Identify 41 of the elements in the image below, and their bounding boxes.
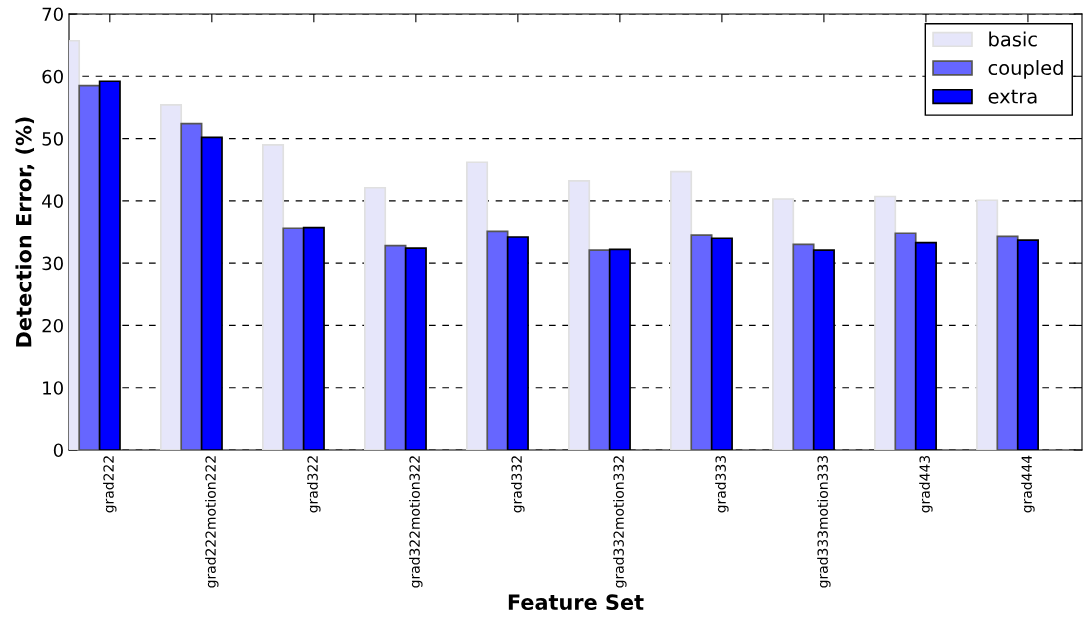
y-tick-label: 30 <box>42 256 63 271</box>
bar <box>180 122 203 450</box>
y-tick-label: 20 <box>42 318 63 333</box>
y-tick-label: 50 <box>42 132 63 146</box>
x-tick-label: grad333 <box>715 455 729 513</box>
y-tick-label: 10 <box>43 381 63 395</box>
y-tick-label: 60 <box>42 69 63 84</box>
bar <box>588 249 611 450</box>
y-tick-label: 0 <box>53 443 63 458</box>
bar <box>772 198 795 450</box>
y-tick-label: 40 <box>42 194 63 208</box>
bar <box>384 244 407 450</box>
x-tick-label: grad222motion222 <box>205 456 219 588</box>
x-tick-label: grad443 <box>919 455 933 513</box>
bar <box>568 180 591 450</box>
bar <box>486 230 509 450</box>
bar <box>690 234 713 450</box>
x-tick-label: grad322 <box>307 456 321 513</box>
x-tick-label: grad222 <box>103 456 117 513</box>
x-axis-title: Feature Set <box>508 594 644 611</box>
bar <box>996 235 1019 450</box>
y-tick-label: 70 <box>42 7 63 22</box>
legend-label: coupled <box>988 60 1063 79</box>
x-tick-label: grad332 <box>511 456 525 513</box>
bar <box>466 161 489 450</box>
x-tick-label: grad333motion333 <box>817 455 831 588</box>
bar <box>976 199 999 450</box>
bar <box>261 143 285 450</box>
bar <box>874 195 897 450</box>
x-tick-label: grad332motion332 <box>613 456 627 588</box>
legend-label: basic <box>989 31 1037 47</box>
bar <box>670 170 693 450</box>
bar <box>364 186 387 450</box>
legend-label: extra <box>988 89 1037 104</box>
x-tick-label: grad444 <box>1021 455 1035 513</box>
bar <box>792 243 815 450</box>
bar <box>282 227 305 450</box>
bar <box>159 104 183 450</box>
y-axis-title: Detection Error, (%) <box>15 117 35 347</box>
bar <box>894 232 917 450</box>
x-tick-label: grad322motion322 <box>409 456 423 588</box>
